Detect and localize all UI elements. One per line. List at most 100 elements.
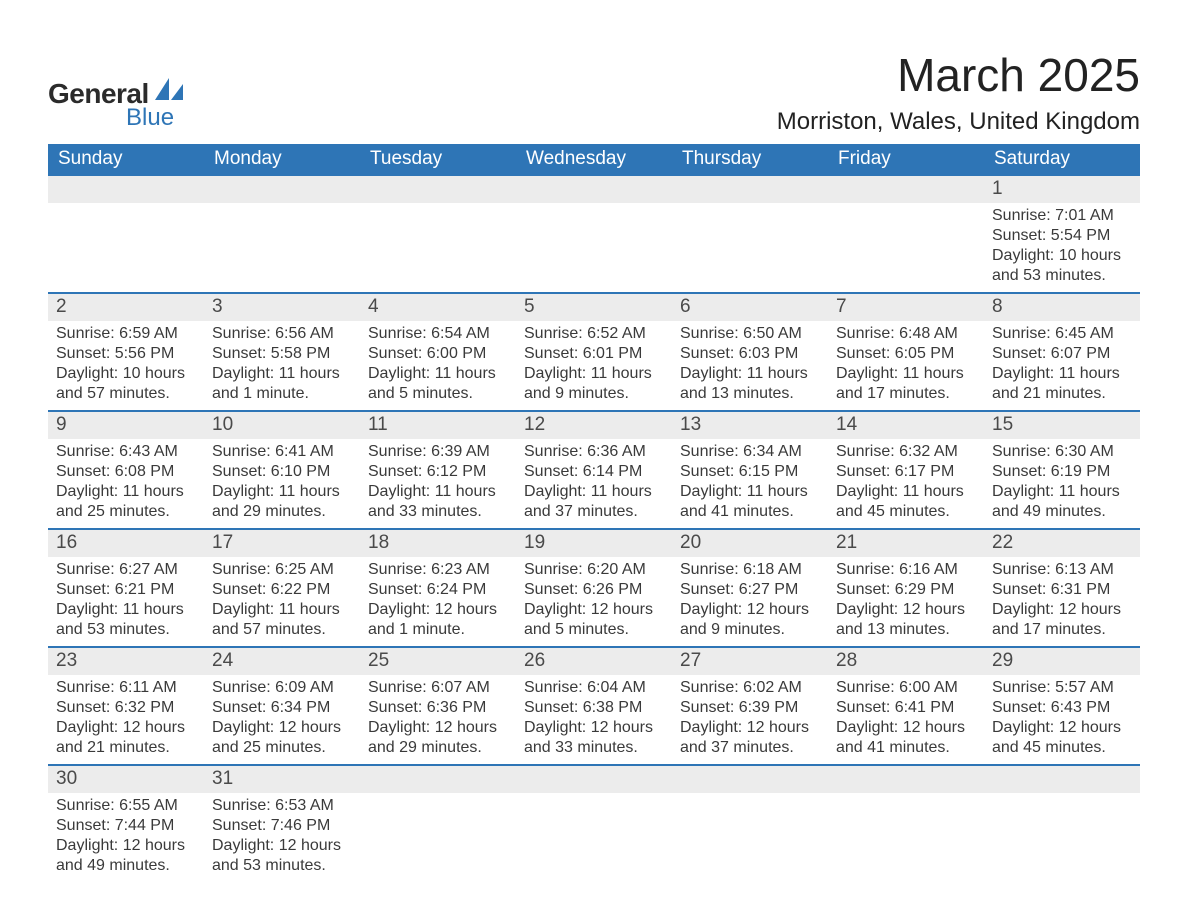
day-data: Sunrise: 6:55 AMSunset: 7:44 PMDaylight:…: [48, 793, 204, 882]
calendar-cell: [516, 765, 672, 882]
calendar-cell: 13Sunrise: 6:34 AMSunset: 6:15 PMDayligh…: [672, 411, 828, 529]
day-data: Sunrise: 6:34 AMSunset: 6:15 PMDaylight:…: [672, 439, 828, 528]
day-number: 21: [828, 530, 984, 557]
calendar-cell: [828, 176, 984, 293]
day-number: 28: [828, 648, 984, 675]
calendar-cell: 24Sunrise: 6:09 AMSunset: 6:34 PMDayligh…: [204, 647, 360, 765]
calendar-cell: 29Sunrise: 5:57 AMSunset: 6:43 PMDayligh…: [984, 647, 1140, 765]
day-number: 5: [516, 294, 672, 321]
day-number: 15: [984, 412, 1140, 439]
day-header: Sunday: [48, 144, 204, 176]
day-sunset: Sunset: 6:08 PM: [56, 462, 196, 482]
day-number: 19: [516, 530, 672, 557]
day-number: [672, 176, 828, 203]
day-data: Sunrise: 6:30 AMSunset: 6:19 PMDaylight:…: [984, 439, 1140, 528]
calendar-week: 30Sunrise: 6:55 AMSunset: 7:44 PMDayligh…: [48, 765, 1140, 882]
day-number: [984, 766, 1140, 793]
day-sunrise: Sunrise: 6:13 AM: [992, 560, 1132, 580]
calendar-cell: [516, 176, 672, 293]
day-data: Sunrise: 6:13 AMSunset: 6:31 PMDaylight:…: [984, 557, 1140, 646]
day-day2: and 49 minutes.: [992, 502, 1132, 522]
day-day2: and 13 minutes.: [836, 620, 976, 640]
day-sunset: Sunset: 7:44 PM: [56, 816, 196, 836]
day-data: Sunrise: 6:45 AMSunset: 6:07 PMDaylight:…: [984, 321, 1140, 410]
day-day1: Daylight: 11 hours: [836, 482, 976, 502]
day-sunset: Sunset: 6:27 PM: [680, 580, 820, 600]
calendar-cell: 15Sunrise: 6:30 AMSunset: 6:19 PMDayligh…: [984, 411, 1140, 529]
day-data: Sunrise: 6:27 AMSunset: 6:21 PMDaylight:…: [48, 557, 204, 646]
day-sunset: Sunset: 6:43 PM: [992, 698, 1132, 718]
day-data: Sunrise: 6:43 AMSunset: 6:08 PMDaylight:…: [48, 439, 204, 528]
day-sunset: Sunset: 6:38 PM: [524, 698, 664, 718]
day-day1: Daylight: 10 hours: [992, 246, 1132, 266]
day-day1: Daylight: 12 hours: [524, 718, 664, 738]
day-sunrise: Sunrise: 6:48 AM: [836, 324, 976, 344]
day-day1: Daylight: 12 hours: [992, 718, 1132, 738]
day-header: Tuesday: [360, 144, 516, 176]
day-day1: Daylight: 12 hours: [524, 600, 664, 620]
calendar-cell: [360, 765, 516, 882]
day-sunrise: Sunrise: 6:34 AM: [680, 442, 820, 462]
day-sunrise: Sunrise: 6:07 AM: [368, 678, 508, 698]
day-day2: and 29 minutes.: [368, 738, 508, 758]
day-number: 1: [984, 176, 1140, 203]
day-number: 18: [360, 530, 516, 557]
day-data: Sunrise: 6:11 AMSunset: 6:32 PMDaylight:…: [48, 675, 204, 764]
day-day1: Daylight: 11 hours: [524, 482, 664, 502]
calendar-cell: 1Sunrise: 7:01 AMSunset: 5:54 PMDaylight…: [984, 176, 1140, 293]
day-sunset: Sunset: 6:24 PM: [368, 580, 508, 600]
day-data: Sunrise: 7:01 AMSunset: 5:54 PMDaylight:…: [984, 203, 1140, 292]
day-sunrise: Sunrise: 6:43 AM: [56, 442, 196, 462]
day-header: Monday: [204, 144, 360, 176]
day-sunset: Sunset: 6:01 PM: [524, 344, 664, 364]
day-day2: and 45 minutes.: [992, 738, 1132, 758]
day-number: 8: [984, 294, 1140, 321]
calendar-cell: 9Sunrise: 6:43 AMSunset: 6:08 PMDaylight…: [48, 411, 204, 529]
calendar-cell: 28Sunrise: 6:00 AMSunset: 6:41 PMDayligh…: [828, 647, 984, 765]
day-sunset: Sunset: 6:39 PM: [680, 698, 820, 718]
day-day1: Daylight: 11 hours: [680, 482, 820, 502]
day-sunset: Sunset: 6:12 PM: [368, 462, 508, 482]
day-data: Sunrise: 6:00 AMSunset: 6:41 PMDaylight:…: [828, 675, 984, 764]
calendar-cell: [984, 765, 1140, 882]
day-day1: Daylight: 12 hours: [368, 600, 508, 620]
day-number: 10: [204, 412, 360, 439]
day-data: Sunrise: 6:20 AMSunset: 6:26 PMDaylight:…: [516, 557, 672, 646]
calendar-cell: 20Sunrise: 6:18 AMSunset: 6:27 PMDayligh…: [672, 529, 828, 647]
day-header-row: SundayMondayTuesdayWednesdayThursdayFrid…: [48, 144, 1140, 176]
day-data: Sunrise: 6:16 AMSunset: 6:29 PMDaylight:…: [828, 557, 984, 646]
day-day1: Daylight: 12 hours: [212, 718, 352, 738]
calendar-cell: 6Sunrise: 6:50 AMSunset: 6:03 PMDaylight…: [672, 293, 828, 411]
day-header: Saturday: [984, 144, 1140, 176]
day-sunset: Sunset: 6:15 PM: [680, 462, 820, 482]
day-sunset: Sunset: 6:31 PM: [992, 580, 1132, 600]
day-sunset: Sunset: 6:17 PM: [836, 462, 976, 482]
day-data: Sunrise: 6:48 AMSunset: 6:05 PMDaylight:…: [828, 321, 984, 410]
day-number: 23: [48, 648, 204, 675]
day-day1: Daylight: 12 hours: [212, 836, 352, 856]
calendar-cell: 11Sunrise: 6:39 AMSunset: 6:12 PMDayligh…: [360, 411, 516, 529]
day-sunset: Sunset: 6:21 PM: [56, 580, 196, 600]
day-day1: Daylight: 11 hours: [680, 364, 820, 384]
day-sunrise: Sunrise: 6:56 AM: [212, 324, 352, 344]
day-sunset: Sunset: 6:10 PM: [212, 462, 352, 482]
day-number: 25: [360, 648, 516, 675]
day-day1: Daylight: 11 hours: [212, 364, 352, 384]
day-day2: and 33 minutes.: [368, 502, 508, 522]
day-sunset: Sunset: 6:00 PM: [368, 344, 508, 364]
calendar-cell: [48, 176, 204, 293]
day-sunrise: Sunrise: 6:52 AM: [524, 324, 664, 344]
day-number: 27: [672, 648, 828, 675]
day-sunrise: Sunrise: 6:39 AM: [368, 442, 508, 462]
day-day1: Daylight: 10 hours: [56, 364, 196, 384]
day-sunset: Sunset: 6:14 PM: [524, 462, 664, 482]
location: Morriston, Wales, United Kingdom: [777, 108, 1140, 136]
calendar-cell: 3Sunrise: 6:56 AMSunset: 5:58 PMDaylight…: [204, 293, 360, 411]
day-day1: Daylight: 11 hours: [992, 482, 1132, 502]
day-data: Sunrise: 6:07 AMSunset: 6:36 PMDaylight:…: [360, 675, 516, 764]
day-sunset: Sunset: 6:19 PM: [992, 462, 1132, 482]
day-sunrise: Sunrise: 6:04 AM: [524, 678, 664, 698]
day-day1: Daylight: 11 hours: [368, 364, 508, 384]
calendar-cell: 5Sunrise: 6:52 AMSunset: 6:01 PMDaylight…: [516, 293, 672, 411]
day-number: 29: [984, 648, 1140, 675]
